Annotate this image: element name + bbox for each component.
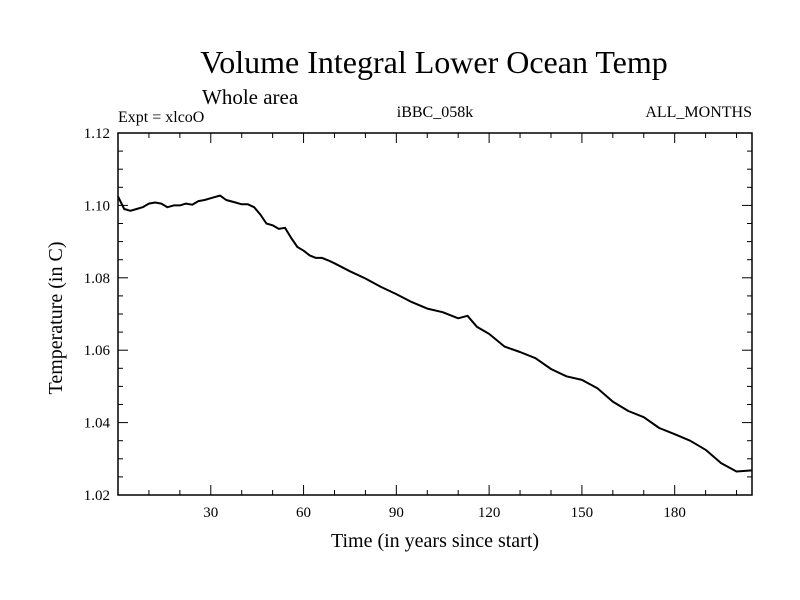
x-tick-label: 150 — [571, 505, 594, 521]
months-label: ALL_MONTHS — [645, 104, 752, 121]
y-tick-label: 1.02 — [84, 488, 110, 504]
y-tick-label: 1.08 — [84, 271, 110, 287]
axis-tick-labels: 30 60 90 120 150 180 1.02 1.04 1.06 1.08 1.10 1.12 — [84, 126, 686, 521]
y-tick-label: 1.06 — [84, 343, 111, 359]
x-tick-label: 30 — [203, 505, 218, 521]
y-tick-label: 1.10 — [84, 198, 110, 214]
plot-frame — [117, 132, 753, 496]
y-tick-label: 1.04 — [84, 416, 111, 432]
experiment-label: Expt = xlcoO — [118, 109, 204, 126]
run-id-label: iBBC_058k — [397, 104, 473, 121]
x-axis-label: Time (in years since start) — [331, 530, 539, 552]
axis-ticks — [118, 132, 752, 496]
chart-title: Volume Integral Lower Ocean Temp — [200, 44, 668, 80]
y-tick-label: 1.12 — [84, 126, 110, 142]
series-line — [117, 194, 753, 473]
x-tick-label: 90 — [389, 505, 404, 521]
chart-subtitle: Whole area — [202, 85, 299, 109]
x-tick-label: 120 — [478, 505, 501, 521]
x-tick-label: 60 — [296, 505, 311, 521]
x-tick-label: 180 — [663, 505, 686, 521]
series — [117, 194, 753, 473]
y-axis-label: Temperature (in C) — [45, 242, 67, 395]
